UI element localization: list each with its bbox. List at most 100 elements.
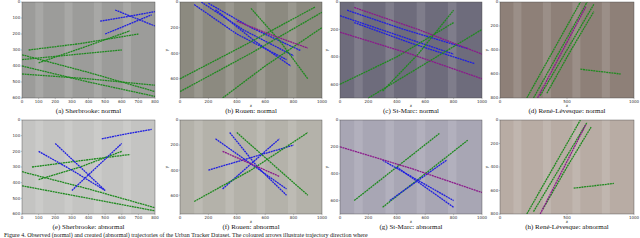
y-tick: [21, 34, 22, 35]
x-tick-label: 500: [101, 99, 109, 104]
photo-background: [340, 2, 482, 98]
y-tick-label: 100: [13, 133, 21, 138]
y-tick-label: 400: [13, 180, 21, 185]
x-tick-label: 0: [499, 99, 502, 104]
trajectory: [201, 2, 293, 56]
x-tick-label: 0: [179, 99, 182, 104]
x-tick-label: 300: [68, 215, 76, 220]
trajectory: [194, 133, 308, 202]
x-tick-label: 200: [205, 99, 213, 104]
x-tick-label: 400: [233, 215, 241, 220]
frame: [340, 120, 482, 214]
y-tick: [179, 170, 180, 171]
subcaption: (h) René-Lévesque: abnormal: [525, 223, 609, 231]
panel: 020040060080010000200400600xy(b) Rouen: …: [164, 0, 328, 115]
trajectory: [72, 144, 122, 191]
y-tick: [499, 74, 500, 75]
trajectory: [208, 3, 300, 50]
y-tick-label: 600: [491, 188, 499, 193]
y-tick-label: 0: [336, 117, 339, 122]
y-tick: [179, 27, 180, 28]
photo-background: [500, 120, 634, 214]
y-tick-label: 600: [491, 71, 499, 76]
panel: 0100200300400500600700800010020030040050…: [13, 117, 160, 231]
y-tick: [499, 143, 500, 144]
y-tick-label: 400: [171, 168, 179, 173]
trajectory: [390, 160, 447, 200]
x-tick-label: 0: [499, 215, 502, 220]
photo-texture: [288, 120, 297, 214]
y-tick: [339, 120, 340, 121]
y-tick-label: 500: [13, 79, 21, 84]
panel: 0100200300400500600700800010020030040050…: [13, 0, 160, 115]
x-tick-label: 200: [365, 215, 373, 220]
subcaption: (a) Sherbrooke: normal: [56, 107, 121, 115]
photo-texture: [35, 2, 43, 98]
y-tick-label: 600: [13, 95, 21, 100]
trajectory: [22, 66, 155, 96]
y-tick-label: 100: [13, 15, 21, 20]
photo-background: [22, 2, 155, 98]
photo-texture: [417, 120, 426, 214]
x-tick-label: 500: [101, 215, 109, 220]
trajectory: [340, 32, 482, 79]
trajectory: [354, 7, 482, 54]
trajectory: [39, 151, 106, 190]
x-tick-label: 100: [35, 99, 43, 104]
trajectory: [534, 2, 588, 98]
y-tick-label: 200: [13, 31, 21, 36]
panel: 020040060080010000200400600xy(f) Rouen: …: [164, 117, 328, 231]
trajectory: [223, 151, 280, 176]
x-tick-label: 1000: [629, 99, 640, 104]
y-tick: [21, 18, 22, 19]
frame: [180, 120, 322, 214]
photo-texture: [602, 120, 610, 214]
photo-background: [180, 120, 322, 214]
y-tick-label: 300: [13, 164, 21, 169]
y-tick: [179, 195, 180, 196]
x-tick-label: 800: [290, 99, 298, 104]
trajectories: [22, 10, 155, 96]
trajectories: [527, 2, 621, 98]
x-tick-label: 800: [450, 215, 458, 220]
frame: [22, 2, 155, 98]
y-tick: [339, 200, 340, 201]
y-tick-label: 600: [171, 193, 179, 198]
photo-texture: [385, 2, 394, 98]
trajectory: [237, 21, 308, 48]
x-tick-label: 400: [233, 99, 241, 104]
y-tick-label: 800: [491, 95, 499, 100]
y-tick-label: 200: [171, 25, 179, 30]
y-tick-label: 0: [336, 0, 339, 4]
x-tick-label: 200: [51, 215, 59, 220]
x-tick-label: 800: [290, 215, 298, 220]
y-tick: [21, 214, 22, 215]
x-tick-label: 600: [261, 215, 269, 220]
subcaption: (f) Rouen: abnormal: [222, 223, 279, 231]
x-tick-label: 1000: [477, 99, 488, 104]
y-tick-label: 600: [171, 76, 179, 81]
trajectories: [340, 133, 482, 207]
x-tick-label: 100: [35, 215, 43, 220]
y-tick: [21, 135, 22, 136]
frame: [22, 120, 155, 214]
photo-texture: [194, 120, 203, 214]
y-tick-label: 200: [171, 142, 179, 147]
y-tick: [21, 66, 22, 67]
y-tick-label: 400: [491, 47, 499, 52]
x-tick-label: 600: [118, 99, 126, 104]
y-tick: [21, 98, 22, 99]
x-tick-label: 400: [85, 99, 93, 104]
frame: [500, 120, 634, 214]
y-tick: [339, 2, 340, 3]
y-label: y: [484, 165, 489, 168]
trajectory: [347, 10, 468, 48]
y-tick: [21, 198, 22, 199]
y-tick-label: 600: [13, 211, 21, 216]
photo-background: [340, 120, 482, 214]
trajectory: [574, 183, 614, 188]
x-tick-label: 800: [151, 215, 159, 220]
trajectory: [580, 69, 620, 74]
y-tick-label: 0: [18, 117, 21, 122]
trajectories: [22, 129, 155, 210]
